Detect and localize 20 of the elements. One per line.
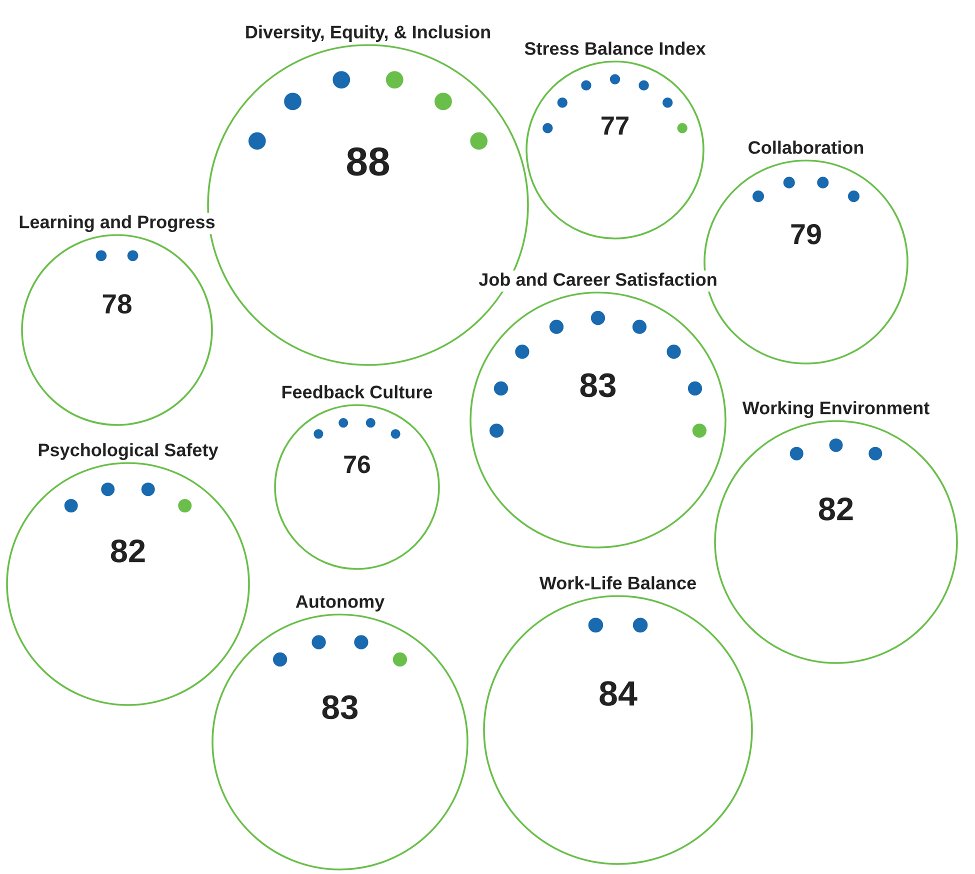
category-label: Working Environment (742, 401, 930, 418)
data-label: 83 (322, 695, 358, 720)
category-label: Autonomy (296, 595, 385, 612)
data-label: 76 (344, 456, 370, 474)
category-label: Learning and Progress (20, 215, 215, 232)
category-label: Job and Career Satisfaction (478, 272, 716, 286)
data-label: 82 (110, 539, 145, 562)
category-label: Stress Balance Index (524, 42, 706, 55)
data-label: 82 (818, 497, 853, 520)
data-label: 78 (102, 294, 132, 314)
data-label: 77 (602, 116, 628, 135)
data-label: 83 (580, 373, 616, 398)
category-label: Collaboration (748, 140, 864, 154)
data-label: 84 (600, 681, 638, 706)
category-label: Diversity, Equity, & Inclusion (246, 25, 490, 42)
data-label: 88 (347, 147, 390, 176)
category-label: Work-Life Balance (539, 576, 696, 590)
category-label: Feedback Culture (282, 385, 432, 398)
data-label: 79 (791, 224, 821, 244)
category-label: Psychological Safety (38, 443, 218, 460)
